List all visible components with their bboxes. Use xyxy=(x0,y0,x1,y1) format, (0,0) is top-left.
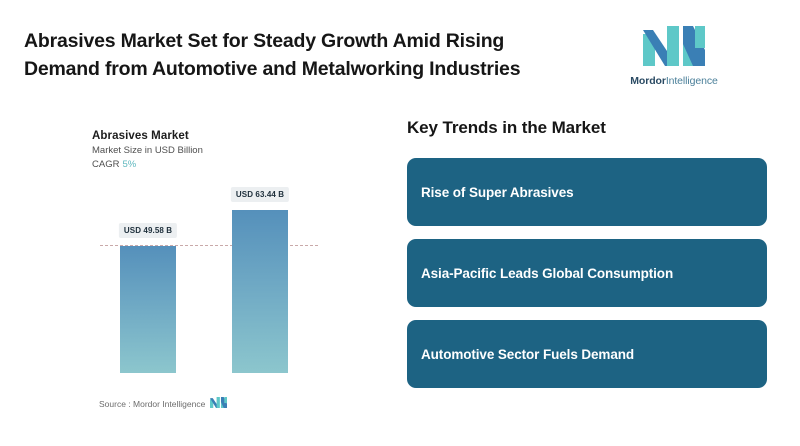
mordor-intelligence-mark-icon xyxy=(643,26,705,71)
trend-card[interactable]: Asia-Pacific Leads Global Consumption xyxy=(407,239,767,307)
chart-source-name: Mordor Intelligence xyxy=(133,399,206,409)
trend-card-label: Automotive Sector Fuels Demand xyxy=(421,346,635,362)
brand-wordmark: MordorIntelligence xyxy=(630,75,718,87)
trend-card-label: Rise of Super Abrasives xyxy=(421,184,574,200)
chart-title: Abrasives Market xyxy=(92,130,189,142)
brand-wordmark-light: Intelligence xyxy=(665,75,718,87)
chart-plot-area: USD 49.58 B 2025 USD 63.44 B 2030 xyxy=(92,187,318,373)
bar-value-label: USD 63.44 B xyxy=(230,187,290,202)
chart-cagr: CAGR 5% xyxy=(92,159,392,170)
bar-2030 xyxy=(232,210,288,373)
trend-card[interactable]: Rise of Super Abrasives xyxy=(407,158,767,226)
trend-card-label: Asia-Pacific Leads Global Consumption xyxy=(421,265,674,281)
brand-wordmark-bold: Mordor xyxy=(630,75,666,87)
page-title-line-1: Abrasives Market Set for Steady Growth A… xyxy=(24,30,505,52)
trend-card[interactable]: Automotive Sector Fuels Demand xyxy=(407,320,767,388)
market-size-chart: Abrasives Market Market Size in USD Bill… xyxy=(92,130,392,420)
key-trends-heading: Key Trends in the Market xyxy=(407,118,606,137)
key-trends-panel: Key Trends in the Market Rise of Super A… xyxy=(407,118,767,388)
mordor-intelligence-mark-small-icon xyxy=(210,395,228,413)
page-title: Abrasives Market Set for Steady Growth A… xyxy=(24,28,594,83)
brand-logo: MordorIntelligence xyxy=(628,26,720,87)
chart-source-label: Source : xyxy=(99,399,131,409)
chart-cagr-label: CAGR xyxy=(92,159,120,170)
reference-line xyxy=(100,245,318,246)
page-title-line-2: Demand from Automotive and Metalworking … xyxy=(24,57,521,80)
bar-value-label: USD 49.58 B xyxy=(118,223,178,238)
chart-source-text: Source : Mordor Intelligence xyxy=(99,399,205,409)
bar-2025 xyxy=(120,246,176,373)
chart-cagr-value: 5% xyxy=(122,159,137,170)
chart-subtitle: Market Size in USD Billion xyxy=(92,145,203,156)
key-trends-list: Rise of Super Abrasives Asia-Pacific Lea… xyxy=(407,158,767,388)
chart-source: Source : Mordor Intelligence xyxy=(99,395,228,413)
